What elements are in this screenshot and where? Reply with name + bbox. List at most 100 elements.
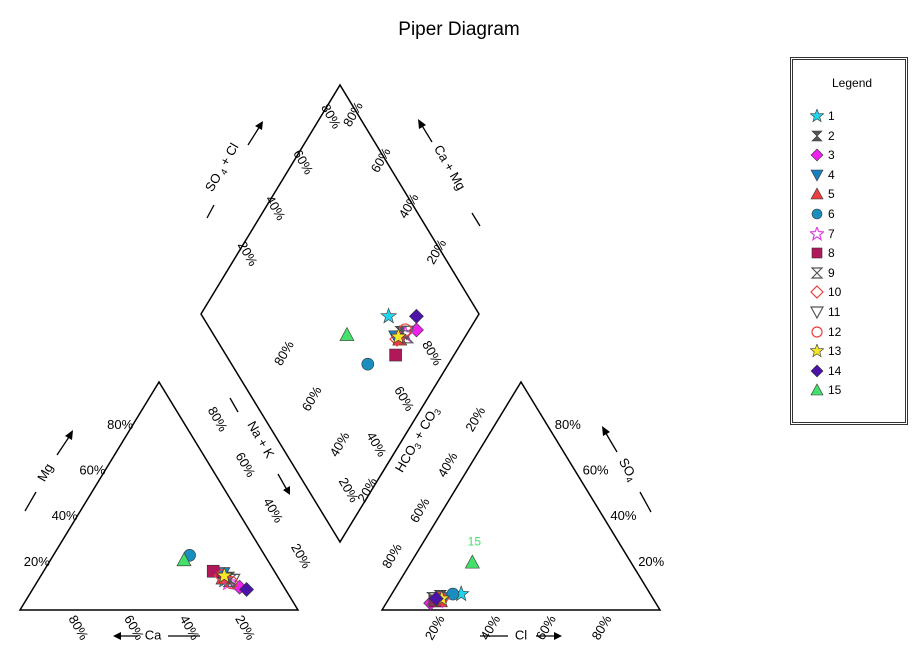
diamond-point-12	[398, 323, 412, 337]
legend-item-6: 6	[810, 206, 835, 222]
legend-marker-icon	[810, 148, 824, 162]
legend-marker-icon	[810, 267, 824, 279]
marker-shape	[206, 564, 220, 578]
legend-marker	[810, 306, 824, 319]
legend-item-1: 1	[810, 108, 835, 124]
legend-marker	[810, 344, 824, 358]
cation-mg-tick-label: 60%	[79, 463, 105, 478]
marker-shape	[361, 357, 375, 371]
legend-label: 6	[828, 207, 835, 221]
marker-shape	[811, 130, 823, 141]
legend-marker-icon	[810, 364, 824, 378]
marker-shape	[409, 308, 424, 324]
marker-shape	[810, 267, 824, 279]
cation-right-tick-label: 40%	[260, 495, 286, 525]
diamond-ca-mg-axis-label: Ca + Mg	[431, 142, 469, 192]
cation-mg-axis-tick	[24, 491, 37, 512]
legend-item-5: 5	[810, 186, 835, 202]
marker-shape	[810, 383, 824, 396]
diamond-na-k-arrowhead	[283, 486, 290, 495]
legend-marker-icon	[811, 208, 823, 220]
diamond-ca-mg-axis-tick	[471, 212, 481, 227]
diamond-points	[339, 307, 424, 371]
legend-label: 11	[828, 305, 841, 319]
anion-left-tick-label: 20%	[462, 404, 488, 434]
anion-point-15	[464, 554, 480, 569]
legend-marker-icon	[811, 325, 823, 338]
diamond-point-15	[339, 326, 355, 341]
marker-shape	[810, 364, 824, 378]
diamond	[200, 83, 480, 544]
marker-shape	[810, 187, 824, 200]
anion-cl-axis-label: Cl	[515, 627, 527, 642]
legend-label: 15	[828, 383, 842, 398]
legend-marker	[810, 285, 824, 300]
marker-shape	[810, 169, 824, 182]
legend-label: 14	[828, 363, 842, 378]
legend-label: 7	[828, 226, 835, 241]
diamond-na-k-axis-arrow	[277, 473, 288, 491]
diamond-upper-right-tick-label: 60%	[368, 145, 394, 175]
cation-points	[176, 548, 254, 597]
anion-so4-axis-tick	[639, 491, 652, 513]
diamond-upper-left-tick-label: 80%	[318, 101, 344, 131]
legend-marker-icon	[810, 187, 824, 200]
anion-left-tick-label: 40%	[434, 449, 460, 479]
cation-right-tick-label: 60%	[233, 450, 259, 480]
legend-marker	[810, 187, 824, 200]
diamond-upper-right-tick-label: 20%	[423, 236, 449, 266]
legend-item-14: 14	[810, 363, 841, 379]
cation-right-tick-label: 20%	[288, 541, 314, 571]
legend-item-12: 12	[810, 324, 841, 340]
legend: Legend 1 2 3 4 5 6 7 8 9 10 11 12 13 14 15	[790, 57, 908, 425]
diamond-lower-left-tick-label: 60%	[299, 383, 325, 413]
anion-cl-arrowhead	[554, 632, 562, 640]
marker-shape	[810, 306, 824, 319]
anion-cl-tick-label: 40%	[477, 612, 503, 642]
legend-label: 1	[828, 109, 835, 123]
diamond-point-6	[361, 357, 375, 371]
diamond-lower-right-tick-label: 80%	[419, 338, 445, 368]
diamond-upper-right-tick-label: 40%	[395, 190, 421, 220]
cation-ca-tick-label: 60%	[121, 612, 147, 642]
anion-left-tick-label: 60%	[407, 495, 433, 525]
diamond-so4-cl-axis-tick	[206, 204, 215, 219]
legend-label: 9	[828, 265, 835, 280]
marker-shape	[428, 591, 444, 607]
diamond-so4-cl-arrowhead	[255, 121, 263, 130]
anion-cl-tick-label: 20%	[422, 612, 448, 642]
anion-sample-15-label: 15	[468, 534, 482, 548]
anion-so4-axis-label: SO4	[614, 455, 641, 484]
cation-right-tick-label: 80%	[205, 404, 231, 434]
cation-mg-arrowhead	[65, 430, 73, 440]
marker-shape	[811, 247, 823, 259]
legend-item-7: 7	[810, 226, 835, 242]
diamond-lower-left-tick-label: 40%	[326, 429, 352, 459]
anion-point-6	[446, 587, 460, 601]
diamond-lower-left-tick-label: 80%	[271, 338, 297, 368]
diamond-so4-cl-axis-arrow	[247, 125, 261, 146]
cation-triangle	[18, 380, 300, 611]
legend-marker-icon	[811, 130, 823, 141]
legend-item-3: 3	[810, 147, 835, 163]
legend-marker	[810, 267, 824, 279]
legend-marker-icon	[810, 344, 824, 358]
cation-mg-tick-label: 20%	[24, 554, 50, 569]
anion-so4-tick-label: 20%	[638, 554, 664, 569]
diamond-lower-left-tick-label: 20%	[354, 474, 380, 504]
legend-label: 5	[828, 187, 835, 202]
legend-marker-icon	[810, 285, 824, 300]
cation-mg-tick-label: 80%	[107, 417, 133, 432]
cation-mg-tick-label: 40%	[52, 508, 78, 523]
marker-shape	[215, 566, 233, 583]
diamond-point-13	[389, 327, 407, 344]
legend-label: 13	[828, 344, 842, 359]
legend-marker	[810, 109, 824, 123]
legend-label: 4	[828, 167, 835, 182]
legend-label: 3	[828, 148, 835, 163]
anion-triangle	[380, 380, 662, 611]
marker-shape	[239, 582, 254, 597]
marker-shape	[224, 573, 241, 589]
marker-shape	[810, 226, 824, 241]
